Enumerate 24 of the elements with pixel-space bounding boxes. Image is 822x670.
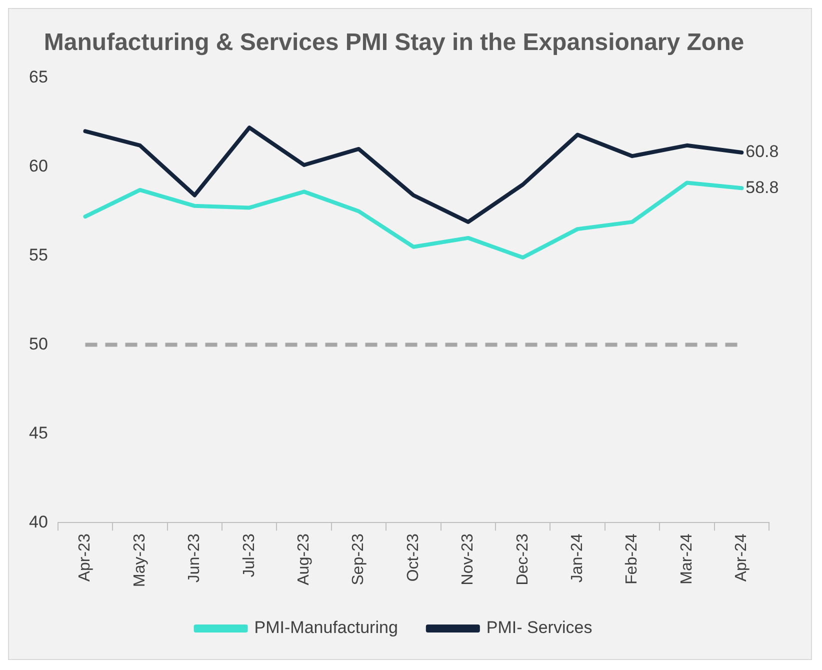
x-tick-label: Feb-24 (624, 534, 641, 584)
chart-title: Manufacturing & Services PMI Stay in the Expansionary Zone (44, 29, 744, 56)
data-label: 60.8 (746, 142, 779, 162)
legend-label: PMI-Manufacturing (254, 618, 398, 638)
y-tick-label: 50 (28, 334, 48, 354)
x-tick-label: Nov-23 (460, 534, 477, 586)
x-tick-label: Jan-24 (568, 534, 586, 583)
x-tick-label: Sep-23 (350, 534, 368, 586)
x-tick-label: Oct-23 (404, 534, 422, 582)
legend-label: PMI- Services (486, 618, 592, 638)
y-tick-label: 40 (28, 512, 48, 532)
y-tick-label: 55 (28, 245, 48, 264)
x-tick-label: Jun-23 (186, 534, 204, 583)
x-tick-label: Aug-23 (295, 534, 312, 586)
x-tick-label: Apr-23 (76, 534, 94, 582)
x-tick-label: Mar-24 (678, 534, 696, 584)
x-tick-label: Jul-23 (240, 534, 258, 578)
y-tick-label: 65 (28, 67, 48, 86)
x-tick-label: Apr-24 (733, 534, 750, 582)
y-tick-label: 60 (28, 156, 48, 176)
data-label: 58.8 (746, 178, 779, 197)
y-tick-label: 45 (28, 423, 48, 442)
x-tick-label: May-23 (131, 534, 148, 588)
x-tick-label: Dec-23 (514, 534, 532, 586)
